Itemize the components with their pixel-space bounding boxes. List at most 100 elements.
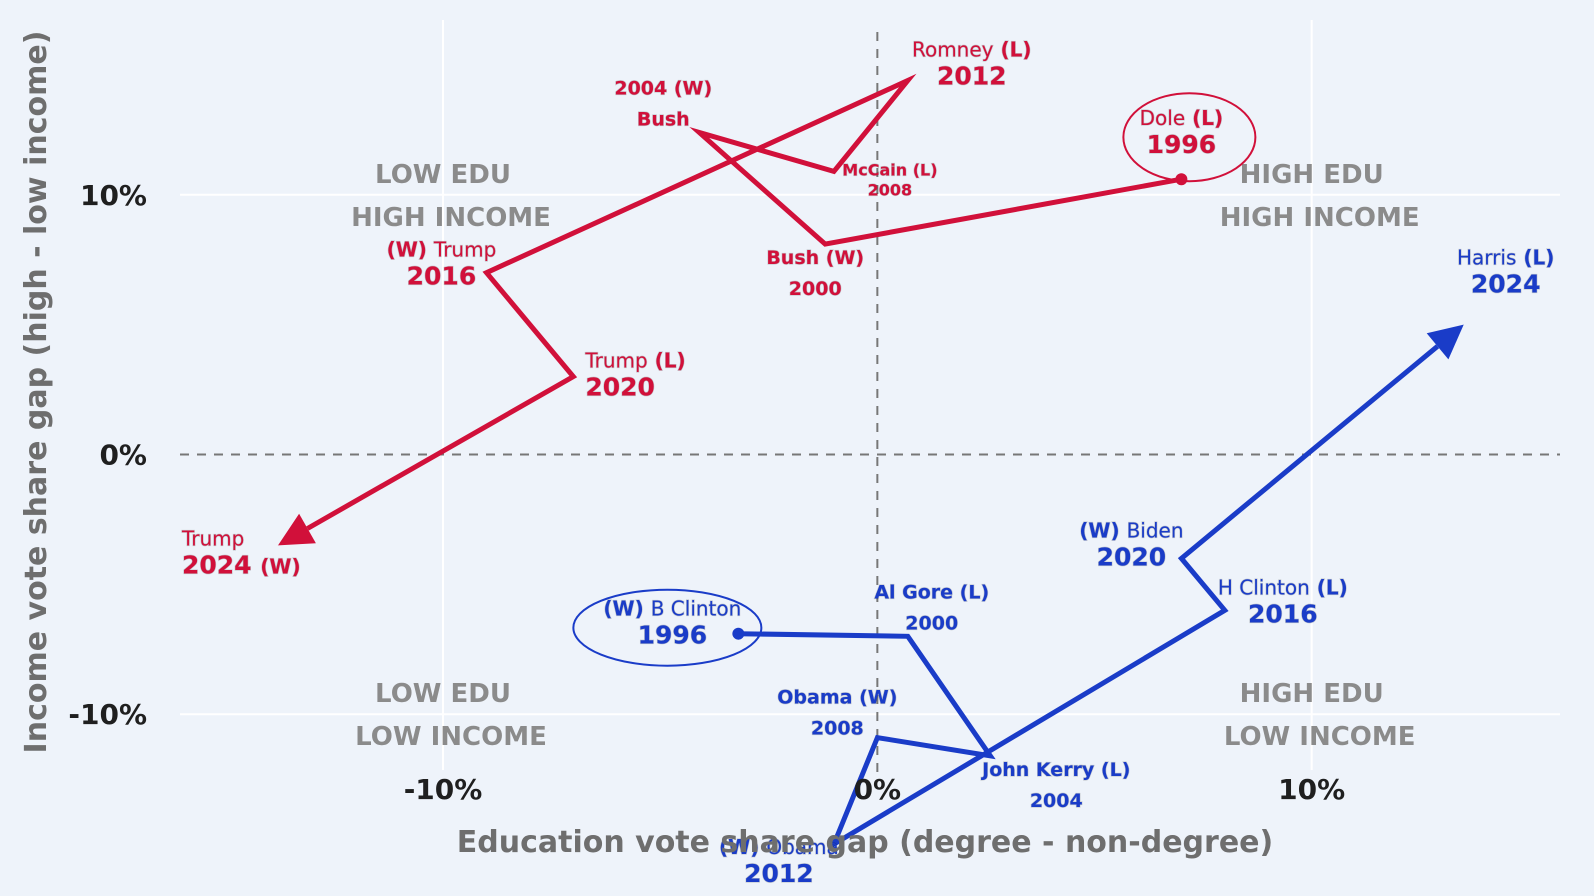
point-label-year: 2004 bbox=[1030, 790, 1083, 812]
point-label-name: John Kerry (L) bbox=[980, 759, 1130, 781]
point-label-name: 2004 (W) bbox=[614, 77, 712, 99]
point-label-name: Trump bbox=[181, 526, 244, 550]
point-label-candidate: Obama (W) bbox=[777, 687, 897, 709]
quadrant-label-line2: HIGH INCOME bbox=[351, 203, 551, 233]
point-label-name: Bush (W) bbox=[766, 247, 864, 269]
x-tick-label: -10% bbox=[404, 773, 483, 806]
point-label-year-text: 1996 bbox=[638, 621, 708, 650]
point-label-space bbox=[252, 550, 261, 579]
point-label-candidate: John Kerry (L) bbox=[980, 759, 1130, 781]
point-label-year: 1996 bbox=[1147, 130, 1217, 159]
quadrant-label-line2: LOW INCOME bbox=[355, 722, 547, 752]
highlight-circle bbox=[572, 588, 763, 667]
point-label-year: Bush bbox=[637, 108, 690, 130]
y-axis-title: Income vote share gap (high - low income… bbox=[19, 31, 54, 754]
point-label-candidate: Trump bbox=[181, 526, 244, 550]
point-label-result: (W) bbox=[260, 554, 300, 578]
point-label-year: 2008 bbox=[868, 180, 913, 199]
point-label-name: B Clinton bbox=[651, 597, 742, 621]
point-label-name: Al Gore (L) bbox=[874, 581, 989, 603]
axes: -10% 0% 10% 10% 0% -10% Education vote share g… bbox=[19, 31, 1345, 860]
point-label-result: (W) bbox=[387, 238, 427, 262]
point-label-space bbox=[644, 597, 651, 621]
point-label-candidate: (W) B Clinton bbox=[603, 597, 741, 621]
point-label-candidate: Dole (L) bbox=[1140, 106, 1224, 130]
point-label-candidate: Al Gore (L) bbox=[874, 581, 989, 603]
point-label-year-text: 2012 bbox=[744, 859, 814, 888]
point-label-year: 2024 (W) bbox=[182, 550, 301, 579]
quadrant-label-line1: HIGH EDU bbox=[1240, 679, 1384, 709]
point-label-space bbox=[1185, 106, 1192, 130]
point-label-candidate: Harris (L) bbox=[1457, 246, 1554, 270]
point-label-year: 2008 bbox=[811, 718, 864, 740]
y-tick-label: 0% bbox=[99, 438, 147, 471]
point-label-year: 2012 bbox=[937, 62, 1007, 91]
point-label-year-text: 2004 bbox=[1030, 790, 1083, 812]
point-label-name: H Clinton bbox=[1218, 575, 1310, 599]
point-label-year: 2000 bbox=[789, 278, 842, 300]
quadrant-label-line1: LOW EDU bbox=[375, 679, 511, 709]
point-label-space bbox=[648, 349, 655, 373]
point-label-result: (W) bbox=[1079, 518, 1119, 542]
point-label-name: Dole bbox=[1140, 106, 1186, 130]
point-label-year-text: Bush bbox=[637, 108, 690, 130]
point-label-year-text: 2024 bbox=[182, 550, 252, 579]
point-label-year: 2000 bbox=[905, 612, 958, 634]
quadrant-label-line2: LOW INCOME bbox=[1224, 722, 1416, 752]
point-label-candidate: Trump (L) bbox=[584, 349, 685, 373]
point-label-year-text: 2024 bbox=[1471, 270, 1541, 299]
point-label-year: 1996 bbox=[638, 621, 708, 650]
point-label-result: (L) bbox=[1523, 246, 1554, 270]
point-label-result: (L) bbox=[1317, 575, 1348, 599]
point-label-year-text: 2008 bbox=[811, 718, 864, 740]
point-label-result: (L) bbox=[1192, 106, 1223, 130]
point-label-space bbox=[1120, 518, 1127, 542]
point-label-year-text: 1996 bbox=[1147, 130, 1217, 159]
point-label-result: (W) bbox=[719, 835, 759, 859]
point-label-name: Biden bbox=[1127, 518, 1184, 542]
point-label-candidate: McCain (L) bbox=[842, 160, 937, 179]
x-tick-label: 10% bbox=[1278, 773, 1345, 806]
series-lines bbox=[277, 73, 1464, 851]
x-axis-title: Education vote share gap (degree - non-d… bbox=[457, 825, 1273, 860]
arrowhead-marker bbox=[1426, 324, 1464, 360]
point-label-year-text: 2016 bbox=[1248, 599, 1318, 628]
series-line bbox=[306, 73, 1182, 531]
point-label-year: 2024 bbox=[1471, 270, 1541, 299]
point-label-name: Obama (W) bbox=[777, 687, 897, 709]
x-tick-label: 0% bbox=[854, 773, 902, 806]
point-label-year-text: 2000 bbox=[905, 612, 958, 634]
point-label-candidate: H Clinton (L) bbox=[1218, 575, 1348, 599]
point-label-result: (W) bbox=[603, 597, 643, 621]
point-label-candidate: (W) Trump bbox=[387, 238, 497, 262]
point-label-year: 2016 bbox=[407, 262, 477, 291]
point-label-candidate: Romney (L) bbox=[912, 38, 1032, 62]
point-label-space bbox=[1516, 246, 1523, 270]
quadrant-label-line1: LOW EDU bbox=[375, 160, 511, 190]
point-label-space bbox=[1310, 575, 1317, 599]
point-label-year: 2016 bbox=[1248, 599, 1318, 628]
highlight-circle bbox=[1122, 92, 1257, 183]
point-label-name: Obama bbox=[766, 835, 838, 859]
point-label-name: Trump bbox=[433, 238, 496, 262]
point-label-name: Harris bbox=[1457, 246, 1516, 270]
grid bbox=[180, 20, 1560, 775]
point-label-year-text: 2020 bbox=[585, 373, 655, 402]
point-label-year: 2020 bbox=[585, 373, 655, 402]
point-label-year-text: 2000 bbox=[789, 278, 842, 300]
point-label-year-text: 2012 bbox=[937, 62, 1007, 91]
point-label-candidate: (W) Biden bbox=[1079, 518, 1183, 542]
series-line bbox=[738, 344, 1440, 851]
quadrant-label-line1: HIGH EDU bbox=[1240, 160, 1384, 190]
y-tick-label: -10% bbox=[68, 698, 147, 731]
point-label-year: 2020 bbox=[1097, 542, 1167, 571]
point-label-candidate: 2004 (W) bbox=[614, 77, 712, 99]
point-label-name: Trump bbox=[584, 349, 647, 373]
point-label-result: (L) bbox=[1000, 38, 1031, 62]
quadrant-labels: LOW EDU HIGH INCOME HIGH EDU HIGH INCOME LOW… bbox=[351, 160, 1420, 752]
quadrant-label-line2: HIGH INCOME bbox=[1220, 203, 1420, 233]
point-label-candidate: Bush (W) bbox=[766, 247, 864, 269]
point-label-space bbox=[994, 38, 1001, 62]
point-label-year-text: 2008 bbox=[868, 180, 913, 199]
